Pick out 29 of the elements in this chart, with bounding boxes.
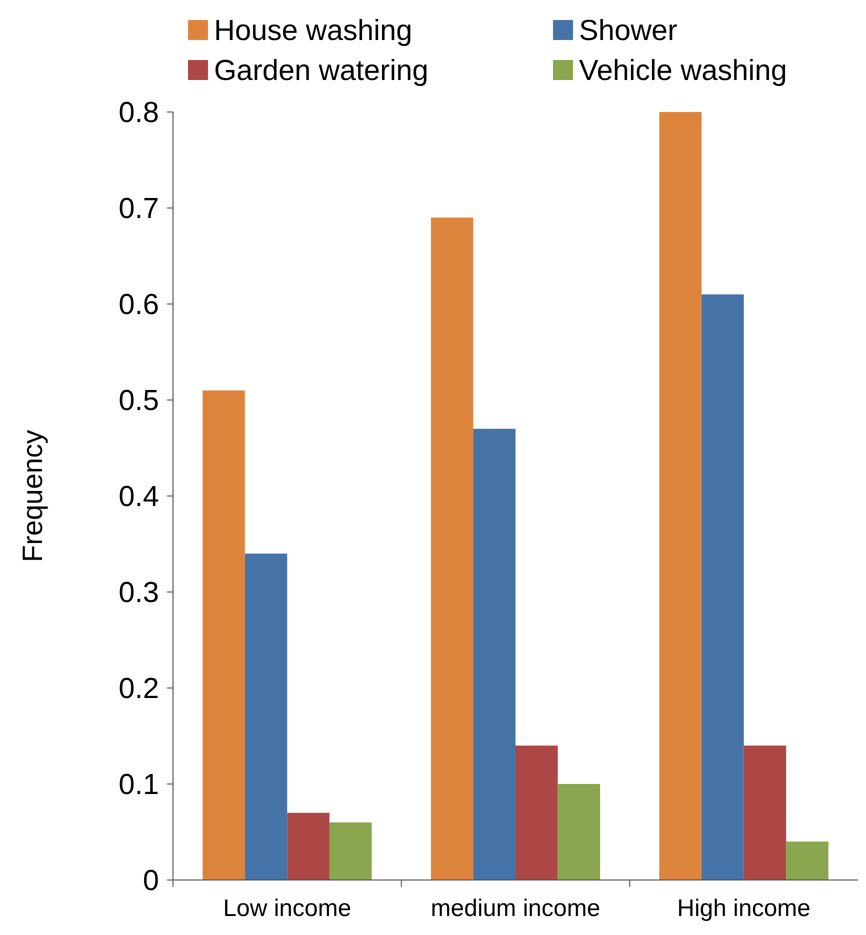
x-tick-label: medium income [430,895,600,922]
bar [329,822,372,880]
bar [659,112,702,880]
legend-label: Garden watering [214,55,428,87]
y-tick-label: 0.5 [118,385,159,417]
x-tick-label: Low income [223,895,352,922]
bar [244,554,288,880]
y-tick-label: 0.4 [118,481,159,513]
bar [202,390,245,880]
legend-label: House washing [214,15,412,47]
y-axis-title: Frequency [17,430,48,562]
bar [702,294,744,880]
y-tick-label: 0.6 [118,289,159,321]
y-tick-label: 0.1 [118,769,159,801]
bar [744,746,786,880]
y-tick-label: 0.8 [118,97,159,129]
bar [516,746,558,880]
bar [430,218,474,880]
bar [287,812,330,880]
legend-label: Vehicle washing [579,55,787,87]
y-tick-label: 0.7 [118,193,159,225]
bar [786,842,828,880]
bar [558,784,600,880]
y-tick-label: 0 [142,865,159,897]
x-tick-label: High income [677,895,811,922]
y-tick-label: 0.2 [118,673,159,705]
legend-label: Shower [579,15,678,47]
bar [473,428,516,880]
y-tick-label: 0.3 [118,577,159,609]
